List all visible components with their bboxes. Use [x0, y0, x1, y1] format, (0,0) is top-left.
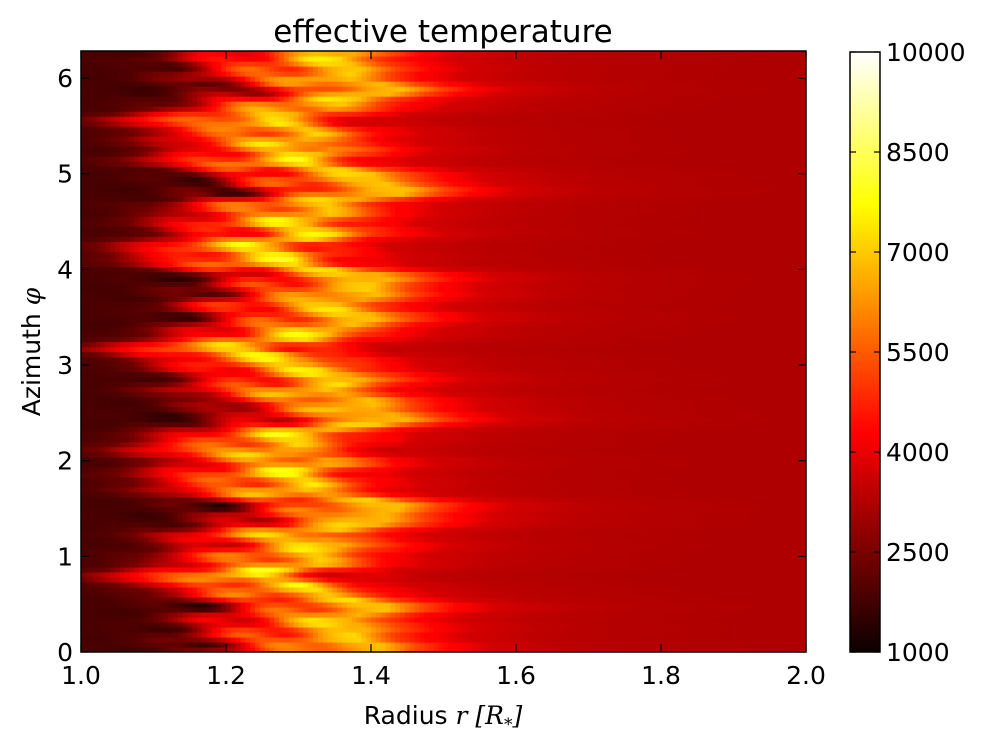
x-tick-label: 1.2 — [206, 661, 246, 690]
colorbar-tick-label: 2500 — [886, 538, 950, 567]
y-tick-label: 2 — [57, 447, 73, 476]
colorbar-tick-label: 7000 — [886, 238, 950, 267]
colorbar-tick-label: 1000 — [886, 638, 950, 667]
y-axis-label-prefix: Azimuth — [17, 313, 46, 416]
x-axis-label: Radius r [R*] — [364, 701, 523, 735]
x-axis-label-unit: [R — [475, 701, 504, 730]
x-tick-label: 1.6 — [496, 661, 536, 690]
y-tick-label: 1 — [57, 542, 73, 571]
heatmap-image — [81, 51, 807, 653]
x-axis-label-unit-close: ] — [512, 701, 523, 730]
x-tick-label: 1.8 — [641, 661, 681, 690]
y-tick-label: 0 — [57, 638, 73, 667]
x-tick-label: 2.0 — [786, 661, 826, 690]
x-axis-label-prefix: Radius — [364, 701, 448, 730]
colorbar-tick-label: 4000 — [886, 438, 950, 467]
colorbar-tick-label: 10000 — [886, 38, 966, 67]
colorbar-tick-label: 8500 — [886, 138, 950, 167]
chart-title: effective temperature — [273, 14, 612, 50]
y-axis-label-var: φ — [17, 287, 46, 305]
x-tick-label: 1.4 — [351, 661, 391, 690]
y-tick-label: 4 — [57, 255, 73, 284]
y-tick-label: 6 — [57, 64, 73, 93]
y-tick-label: 5 — [57, 160, 73, 189]
colorbar-tick-label: 5500 — [886, 338, 950, 367]
y-axis-label: Azimuth φ — [17, 287, 46, 416]
y-tick-label: 3 — [57, 351, 73, 380]
